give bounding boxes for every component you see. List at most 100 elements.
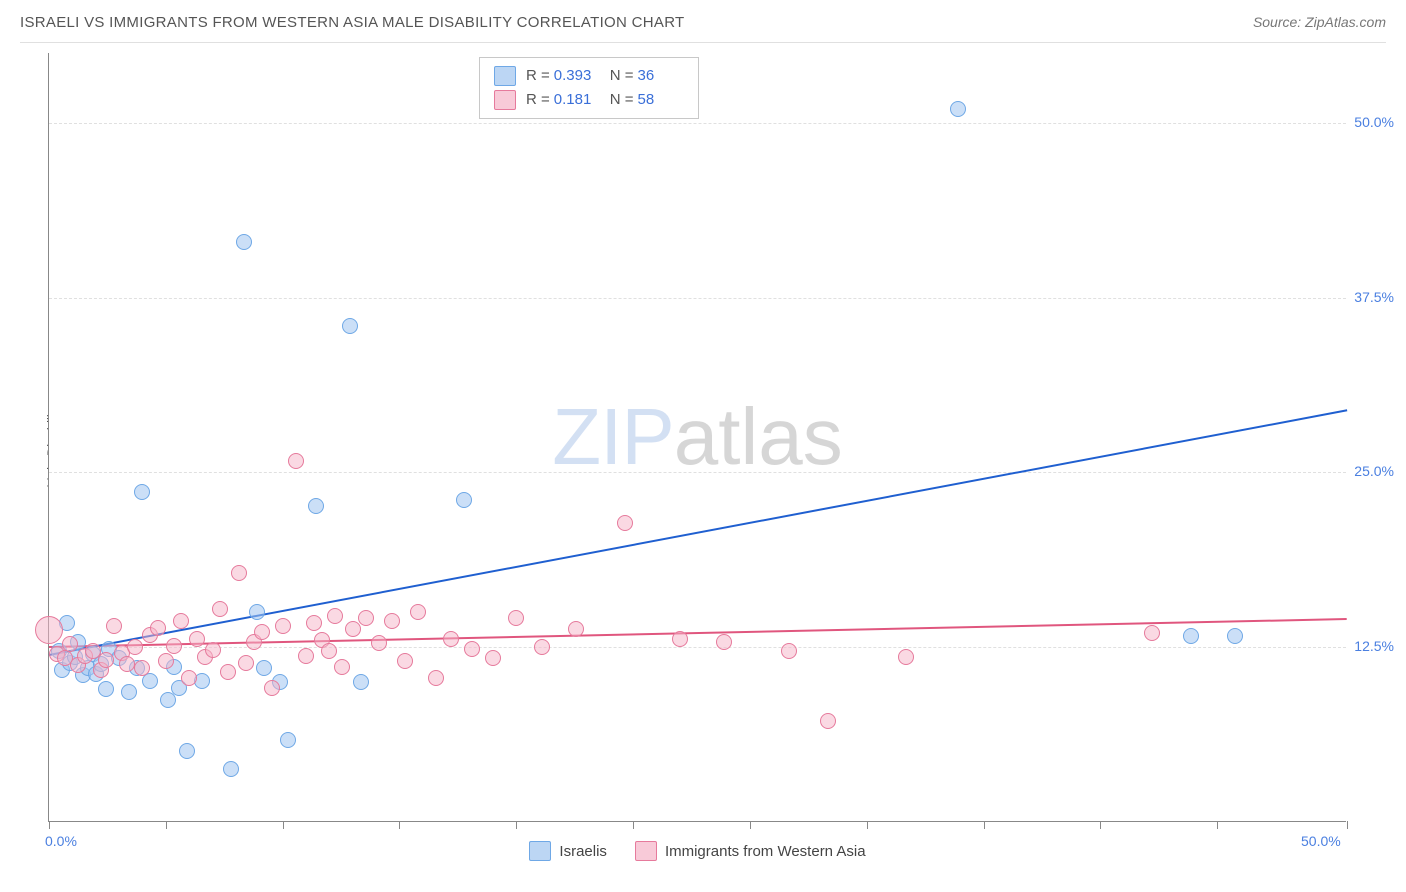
x-tick: [1217, 821, 1218, 829]
data-point: [288, 453, 304, 469]
header-rule: [20, 42, 1386, 43]
x-tick: [399, 821, 400, 829]
x-tick: [49, 821, 50, 829]
stat-r-label: R =: [526, 64, 550, 88]
stat-n-value-0: 36: [638, 64, 684, 88]
data-point: [617, 515, 633, 531]
y-tick-label: 50.0%: [1350, 114, 1394, 130]
data-point: [898, 649, 914, 665]
data-point: [256, 660, 272, 676]
x-tick: [166, 821, 167, 829]
x-tick-label: 0.0%: [45, 833, 77, 849]
series-legend-item-1: Immigrants from Western Asia: [635, 841, 866, 861]
data-point: [820, 713, 836, 729]
data-point: [121, 684, 137, 700]
data-point: [179, 743, 195, 759]
data-point: [231, 565, 247, 581]
data-point: [134, 660, 150, 676]
series-legend-item-0: Israelis: [529, 841, 607, 861]
chart-title: ISRAELI VS IMMIGRANTS FROM WESTERN ASIA …: [20, 14, 685, 31]
data-point: [950, 101, 966, 117]
x-tick: [633, 821, 634, 829]
data-point: [173, 613, 189, 629]
series-0-name: Israelis: [559, 843, 607, 860]
data-point: [464, 641, 480, 657]
data-point: [358, 610, 374, 626]
stat-r-value-0: 0.393: [554, 64, 600, 88]
watermark-prefix: ZIP: [552, 392, 673, 481]
data-point: [238, 655, 254, 671]
data-point: [672, 631, 688, 647]
data-point: [410, 604, 426, 620]
data-point: [236, 234, 252, 250]
y-tick-label: 12.5%: [1350, 638, 1394, 654]
stats-row-series-1: R = 0.181 N = 58: [494, 88, 684, 112]
data-point: [127, 639, 143, 655]
stats-row-series-0: R = 0.393 N = 36: [494, 64, 684, 88]
data-point: [308, 498, 324, 514]
series-1-name: Immigrants from Western Asia: [665, 843, 866, 860]
series-legend: Israelis Immigrants from Western Asia: [49, 841, 1346, 861]
x-tick: [984, 821, 985, 829]
data-point: [342, 318, 358, 334]
data-point: [371, 635, 387, 651]
data-point: [212, 601, 228, 617]
data-point: [456, 492, 472, 508]
data-point: [1144, 625, 1160, 641]
stats-legend: R = 0.393 N = 36 R = 0.181 N = 58: [479, 57, 699, 119]
data-point: [181, 670, 197, 686]
data-point: [280, 732, 296, 748]
grid-line: [49, 472, 1346, 473]
data-point: [275, 618, 291, 634]
x-tick: [283, 821, 284, 829]
data-point: [98, 681, 114, 697]
legend-swatch-pink: [635, 841, 657, 861]
data-point: [568, 621, 584, 637]
stat-n-label: N =: [610, 88, 634, 112]
legend-swatch-pink: [494, 90, 516, 110]
data-point: [249, 604, 265, 620]
data-point: [508, 610, 524, 626]
data-point: [534, 639, 550, 655]
data-point: [321, 643, 337, 659]
data-point: [443, 631, 459, 647]
data-point: [134, 484, 150, 500]
data-point: [189, 631, 205, 647]
stat-r-label: R =: [526, 88, 550, 112]
grid-line: [49, 647, 1346, 648]
data-point: [98, 652, 114, 668]
watermark: ZIPatlas: [552, 391, 842, 483]
legend-swatch-blue: [494, 66, 516, 86]
data-point: [150, 620, 166, 636]
data-point: [119, 656, 135, 672]
grid-line: [49, 298, 1346, 299]
data-point: [223, 761, 239, 777]
data-point: [716, 634, 732, 650]
data-point: [264, 680, 280, 696]
data-point: [397, 653, 413, 669]
stat-n-value-1: 58: [638, 88, 684, 112]
watermark-suffix: atlas: [674, 392, 843, 481]
data-point: [781, 643, 797, 659]
scatter-plot-area: ZIPatlas R = 0.393 N = 36 R = 0.181 N = …: [48, 53, 1346, 822]
stat-n-label: N =: [610, 64, 634, 88]
legend-swatch-blue: [529, 841, 551, 861]
x-tick: [1100, 821, 1101, 829]
data-point: [220, 664, 236, 680]
data-point: [254, 624, 270, 640]
data-point: [298, 648, 314, 664]
trend-line-series-0: [49, 410, 1347, 657]
data-point: [428, 670, 444, 686]
data-point: [158, 653, 174, 669]
data-point: [334, 659, 350, 675]
data-point: [1227, 628, 1243, 644]
data-point: [106, 618, 122, 634]
data-point: [345, 621, 361, 637]
y-tick-label: 37.5%: [1350, 289, 1394, 305]
x-tick: [750, 821, 751, 829]
x-tick-label: 50.0%: [1301, 833, 1341, 849]
data-point: [485, 650, 501, 666]
data-point: [1183, 628, 1199, 644]
data-point: [327, 608, 343, 624]
x-tick: [516, 821, 517, 829]
